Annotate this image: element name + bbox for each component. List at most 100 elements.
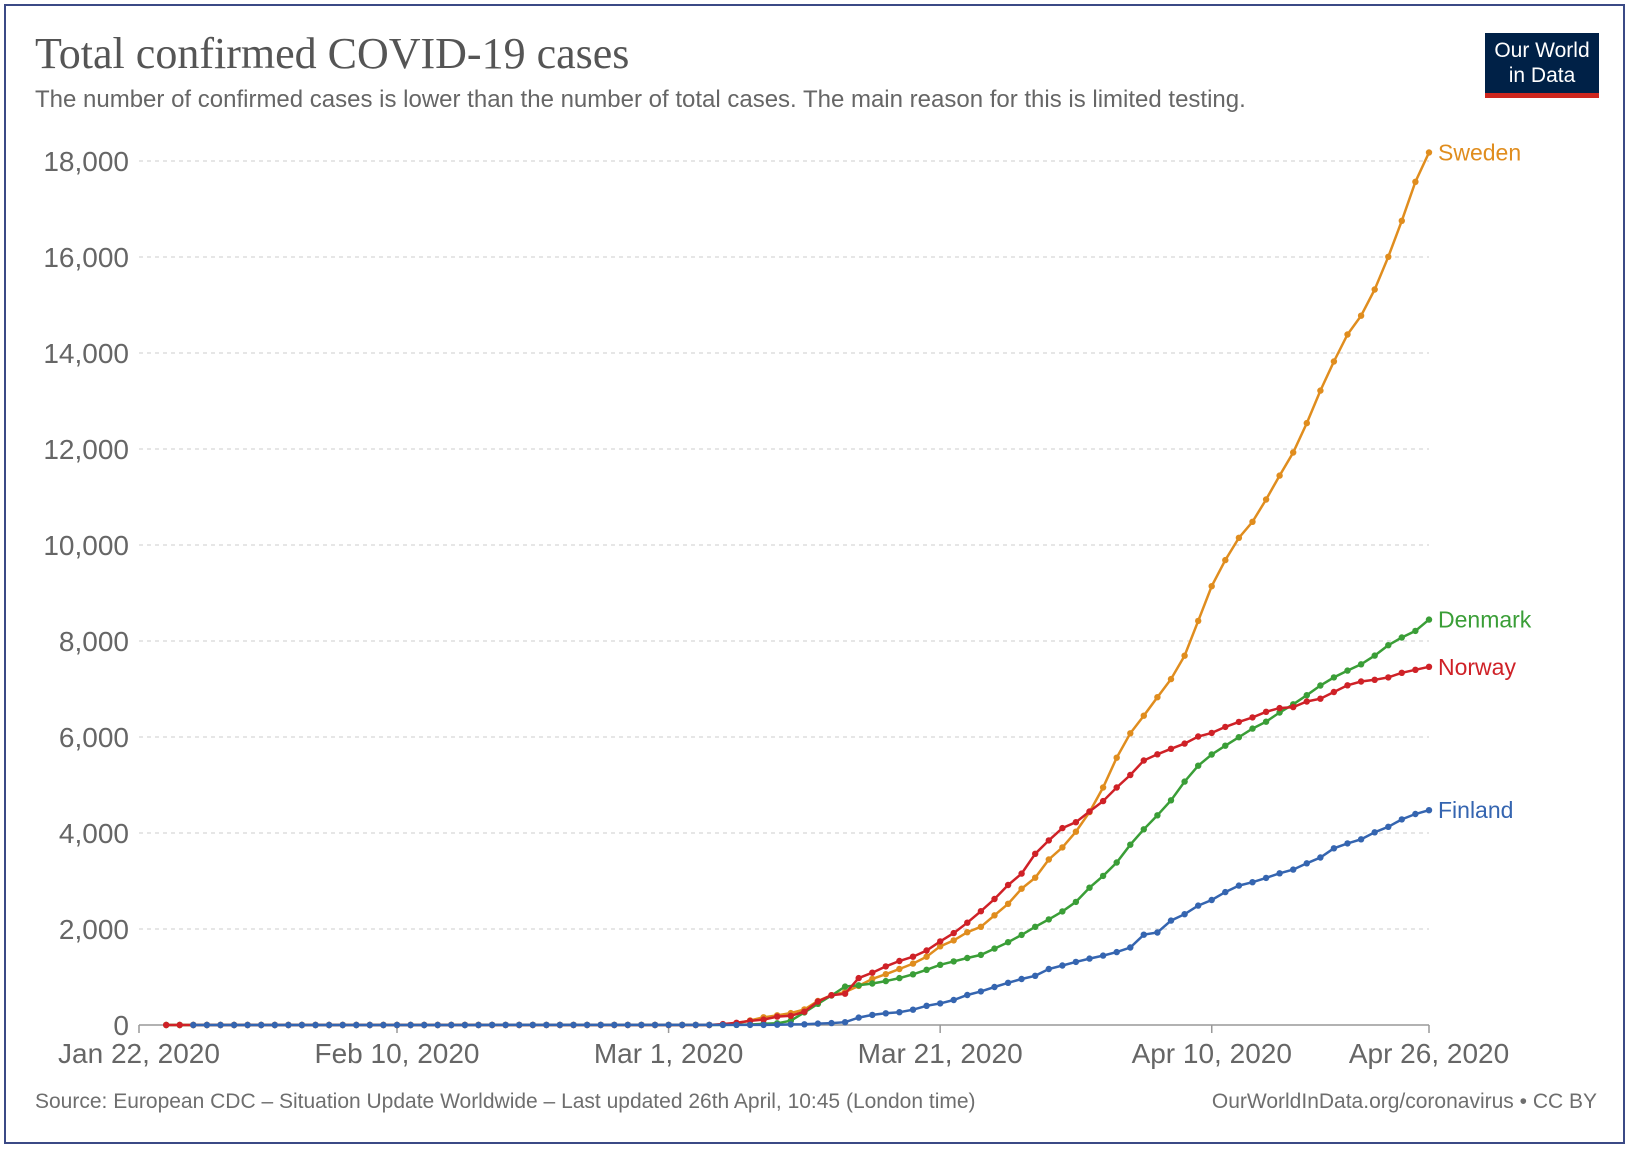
data-point-finland[interactable]: [1127, 944, 1134, 951]
data-point-denmark[interactable]: [923, 966, 930, 973]
data-point-sweden[interactable]: [1412, 178, 1419, 185]
data-point-denmark[interactable]: [1249, 725, 1256, 732]
data-point-finland[interactable]: [516, 1021, 523, 1029]
data-point-denmark[interactable]: [909, 971, 917, 978]
data-point-denmark[interactable]: [1276, 709, 1283, 716]
data-point-finland[interactable]: [746, 1021, 754, 1029]
data-point-finland[interactable]: [977, 988, 985, 995]
data-point-finland[interactable]: [285, 1021, 292, 1029]
data-point-sweden[interactable]: [1235, 534, 1243, 541]
data-point-finland[interactable]: [814, 1020, 822, 1027]
data-point-denmark[interactable]: [1317, 682, 1324, 689]
data-point-norway[interactable]: [937, 938, 944, 945]
data-point-denmark[interactable]: [1303, 692, 1311, 699]
data-point-finland[interactable]: [1154, 929, 1161, 936]
data-point-denmark[interactable]: [841, 983, 849, 990]
data-point-sweden[interactable]: [1303, 419, 1311, 427]
data-point-norway[interactable]: [1398, 669, 1406, 676]
data-point-sweden[interactable]: [1072, 828, 1080, 835]
data-point-norway[interactable]: [977, 908, 985, 915]
data-point-norway[interactable]: [896, 957, 903, 965]
data-point-sweden[interactable]: [1099, 784, 1107, 791]
data-point-denmark[interactable]: [1045, 916, 1053, 923]
data-point-sweden[interactable]: [977, 923, 985, 930]
data-point-denmark[interactable]: [1235, 734, 1243, 741]
data-point-norway[interactable]: [1425, 663, 1433, 670]
data-point-finland[interactable]: [298, 1021, 306, 1029]
data-point-sweden[interactable]: [882, 971, 889, 978]
data-point-norway[interactable]: [1059, 824, 1066, 832]
data-point-sweden[interactable]: [1290, 449, 1297, 456]
data-point-sweden[interactable]: [1371, 286, 1378, 293]
data-point-norway[interactable]: [760, 1016, 767, 1023]
data-point-denmark[interactable]: [991, 945, 998, 952]
credit-link[interactable]: OurWorldInData.org/coronavirus • CC BY: [1211, 1090, 1597, 1113]
data-point-finland[interactable]: [719, 1021, 727, 1029]
data-point-norway[interactable]: [882, 963, 889, 970]
data-point-finland[interactable]: [1072, 958, 1080, 966]
data-point-finland[interactable]: [258, 1021, 265, 1029]
data-point-finland[interactable]: [651, 1021, 659, 1029]
data-point-finland[interactable]: [611, 1021, 618, 1029]
data-point-norway[interactable]: [814, 998, 822, 1005]
data-point-norway[interactable]: [1290, 703, 1297, 711]
data-point-denmark[interactable]: [1208, 751, 1215, 758]
data-point-norway[interactable]: [1235, 718, 1243, 726]
data-point-finland[interactable]: [203, 1021, 211, 1029]
data-point-sweden[interactable]: [1344, 331, 1351, 338]
data-point-denmark[interactable]: [1195, 762, 1202, 769]
data-point-norway[interactable]: [1249, 714, 1256, 721]
data-point-norway[interactable]: [1412, 666, 1419, 673]
data-point-finland[interactable]: [624, 1021, 631, 1029]
data-point-sweden[interactable]: [991, 912, 998, 919]
data-point-denmark[interactable]: [1385, 642, 1392, 649]
data-point-sweden[interactable]: [1398, 217, 1406, 224]
data-point-finland[interactable]: [1344, 840, 1351, 847]
data-point-sweden[interactable]: [896, 965, 903, 973]
data-point-finland[interactable]: [312, 1021, 319, 1029]
data-point-finland[interactable]: [407, 1021, 414, 1029]
data-point-finland[interactable]: [1357, 836, 1365, 843]
data-point-norway[interactable]: [1032, 850, 1039, 857]
data-point-finland[interactable]: [366, 1021, 373, 1029]
data-point-sweden[interactable]: [909, 960, 917, 967]
data-point-denmark[interactable]: [1357, 661, 1365, 668]
data-point-finland[interactable]: [1059, 962, 1066, 969]
data-point-denmark[interactable]: [1059, 908, 1066, 915]
data-point-norway[interactable]: [1072, 819, 1080, 826]
data-point-sweden[interactable]: [1249, 518, 1256, 525]
data-point-finland[interactable]: [1018, 975, 1025, 983]
data-point-denmark[interactable]: [1398, 634, 1406, 641]
data-point-finland[interactable]: [1262, 874, 1270, 882]
data-point-finland[interactable]: [760, 1021, 767, 1029]
series-line-sweden[interactable]: [166, 151, 1431, 1027]
data-point-norway[interactable]: [1181, 740, 1188, 747]
data-point-finland[interactable]: [692, 1021, 699, 1029]
data-point-sweden[interactable]: [1181, 652, 1188, 659]
data-point-sweden[interactable]: [1330, 358, 1338, 365]
data-point-denmark[interactable]: [1262, 718, 1270, 725]
data-point-norway[interactable]: [774, 1013, 781, 1020]
data-point-finland[interactable]: [1045, 965, 1053, 973]
data-point-norway[interactable]: [1140, 757, 1148, 764]
data-point-finland[interactable]: [597, 1021, 604, 1029]
data-point-finland[interactable]: [325, 1021, 333, 1029]
data-point-denmark[interactable]: [1425, 616, 1433, 623]
data-point-finland[interactable]: [244, 1021, 251, 1029]
data-point-norway[interactable]: [1262, 708, 1270, 715]
data-point-norway[interactable]: [1086, 808, 1093, 815]
data-point-norway[interactable]: [1276, 704, 1283, 712]
data-point-finland[interactable]: [1235, 882, 1243, 889]
data-point-sweden[interactable]: [869, 975, 876, 983]
data-point-finland[interactable]: [393, 1021, 401, 1029]
data-point-denmark[interactable]: [1222, 742, 1229, 749]
data-point-denmark[interactable]: [869, 980, 876, 987]
data-point-finland[interactable]: [1398, 816, 1406, 823]
data-point-finland[interactable]: [570, 1021, 577, 1029]
data-point-norway[interactable]: [176, 1021, 183, 1029]
data-point-denmark[interactable]: [1127, 841, 1134, 848]
data-point-denmark[interactable]: [1181, 778, 1188, 785]
data-point-finland[interactable]: [529, 1021, 536, 1029]
owid-logo[interactable]: Our World in Data: [1485, 33, 1599, 98]
data-point-finland[interactable]: [937, 1000, 944, 1007]
